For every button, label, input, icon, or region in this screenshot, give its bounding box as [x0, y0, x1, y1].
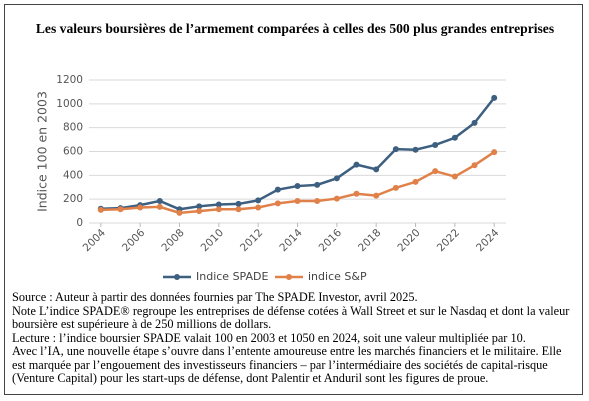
y-tick-label: 200 — [63, 193, 83, 205]
y-tick-label: 1000 — [56, 98, 83, 110]
y-tick-label: 600 — [63, 146, 83, 158]
note: Source : Auteur à partir des données fou… — [12, 290, 418, 304]
x-tick-label: 2024 — [474, 227, 502, 255]
x-tick-label: 2004 — [81, 227, 109, 255]
legend-marker — [286, 274, 292, 280]
x-tick-label: 2012 — [238, 227, 265, 254]
point — [373, 192, 380, 199]
legend-label: indice S&P — [308, 270, 367, 283]
point — [117, 206, 124, 213]
chart: Les valeurs boursières de l’armement com… — [35, 21, 555, 283]
point — [412, 146, 419, 153]
point — [274, 186, 281, 193]
point — [491, 149, 498, 156]
point — [294, 197, 301, 204]
chart-title: Les valeurs boursières de l’armement com… — [36, 21, 554, 36]
point — [471, 162, 478, 169]
point — [294, 183, 301, 190]
point — [471, 119, 478, 126]
x-tick-label: 2022 — [435, 227, 462, 254]
point — [196, 208, 203, 215]
note: Lecture : l’indice boursier SPADE valait… — [12, 330, 526, 345]
point — [215, 201, 222, 208]
x-tick-label: 2016 — [317, 227, 345, 255]
point — [255, 204, 262, 211]
point — [333, 195, 340, 202]
y-axis-title: Indice 100 en 2003 — [35, 91, 50, 212]
notes: Source : Auteur à partir des données fou… — [12, 290, 578, 386]
point — [451, 173, 458, 180]
point — [451, 134, 458, 141]
point — [392, 146, 399, 153]
legend-marker — [174, 274, 180, 280]
y-tick-label: 0 — [76, 217, 83, 229]
point — [255, 197, 262, 204]
note: Note L’indice SPADE® regroupe les entrep… — [12, 303, 570, 331]
point — [176, 209, 183, 216]
point — [156, 197, 163, 204]
x-tick-label: 2006 — [120, 227, 148, 255]
point — [432, 168, 439, 175]
point — [215, 206, 222, 213]
point — [373, 166, 380, 173]
series-line — [100, 97, 496, 211]
y-tick-label: 800 — [63, 122, 83, 134]
x-tick-label: 2010 — [199, 227, 226, 254]
point — [333, 175, 340, 182]
point — [137, 204, 144, 211]
point — [353, 190, 360, 197]
legend-label: Indice SPADE — [196, 270, 268, 283]
x-tick-label: 2014 — [277, 227, 305, 255]
point — [314, 181, 321, 188]
point — [353, 161, 360, 168]
point — [432, 141, 439, 148]
point — [274, 200, 281, 207]
point — [235, 200, 242, 207]
point — [156, 203, 163, 210]
y-tick-label: 400 — [63, 169, 83, 181]
point — [196, 203, 203, 210]
x-tick-label: 2020 — [395, 227, 422, 254]
point — [412, 178, 419, 185]
x-tick-label: 2018 — [356, 227, 383, 254]
point — [235, 206, 242, 213]
point — [314, 197, 321, 204]
figure: Les valeurs boursières de l’armement com… — [4, 4, 583, 395]
note: Avec l’IA, une nouvelle étape s’ouvre da… — [12, 344, 562, 385]
point — [491, 94, 498, 101]
point — [97, 206, 104, 213]
y-tick-label: 1200 — [56, 74, 83, 86]
point — [392, 184, 399, 191]
x-tick-label: 2008 — [159, 227, 186, 254]
